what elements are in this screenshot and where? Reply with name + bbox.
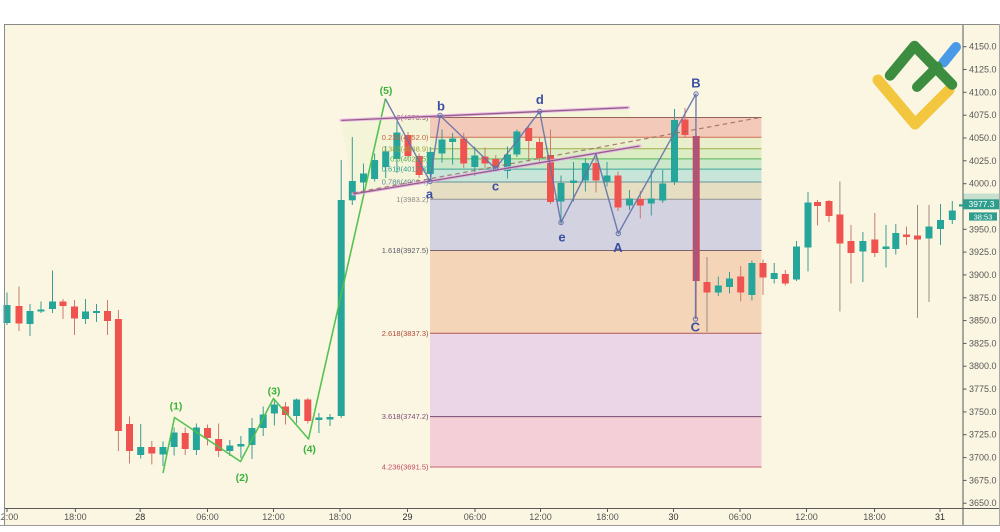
svg-text:3650.0: 3650.0: [969, 498, 997, 508]
svg-text:18:00: 18:00: [64, 512, 87, 522]
svg-text:12:00: 12:00: [262, 512, 285, 522]
svg-text:30: 30: [668, 512, 678, 522]
svg-text:3725.0: 3725.0: [969, 430, 997, 440]
svg-text:3.618(3747.2): 3.618(3747.2): [382, 412, 429, 421]
svg-text:38:53: 38:53: [974, 212, 993, 221]
svg-text:3925.0: 3925.0: [969, 247, 997, 257]
svg-text:3875.0: 3875.0: [969, 293, 997, 303]
svg-text:d: d: [536, 92, 544, 107]
svg-text:3900.0: 3900.0: [969, 270, 997, 280]
svg-text:3850.0: 3850.0: [969, 316, 997, 326]
svg-text:29: 29: [402, 512, 412, 522]
svg-text:28: 28: [135, 512, 145, 522]
svg-text:(2): (2): [236, 472, 249, 484]
svg-text:3700.0: 3700.0: [969, 453, 997, 463]
svg-text:(4): (4): [303, 444, 316, 456]
svg-text:3950.0: 3950.0: [969, 224, 997, 234]
svg-text:3750.0: 3750.0: [969, 407, 997, 417]
svg-text:4000.0: 4000.0: [969, 179, 997, 189]
svg-text:(1): (1): [170, 401, 183, 413]
svg-text:18:00: 18:00: [329, 512, 352, 522]
svg-text:0.5(4028.5): 0.5(4028.5): [390, 155, 429, 164]
svg-text:0.786(4002.4): 0.786(4002.4): [382, 178, 429, 187]
svg-text:18:00: 18:00: [863, 512, 886, 522]
svg-text:4.236(3691.5): 4.236(3691.5): [382, 463, 429, 472]
svg-text:3775.0: 3775.0: [969, 384, 997, 394]
svg-text:(5): (5): [380, 85, 393, 97]
svg-text:c: c: [492, 179, 499, 194]
svg-text:12:00: 12:00: [529, 512, 552, 522]
svg-text:12:00: 12:00: [795, 512, 818, 522]
svg-text:4075.0: 4075.0: [969, 110, 997, 120]
svg-text:2.618(3837.3): 2.618(3837.3): [382, 329, 429, 338]
svg-text:0.618(4017.8): 0.618(4017.8): [382, 165, 429, 174]
svg-text:b: b: [437, 99, 445, 114]
svg-text:06:00: 06:00: [196, 512, 219, 522]
svg-text:3800.0: 3800.0: [969, 361, 997, 371]
svg-text:C: C: [691, 320, 701, 335]
svg-text:06:00: 06:00: [729, 512, 752, 522]
svg-text:0.382(4038.9): 0.382(4038.9): [382, 144, 429, 153]
svg-text:A: A: [613, 240, 623, 255]
svg-text:1.618(3927.5): 1.618(3927.5): [382, 246, 429, 255]
svg-text:B: B: [691, 76, 700, 91]
svg-text:4150.0: 4150.0: [969, 42, 997, 52]
svg-text:3977.3: 3977.3: [969, 199, 995, 209]
svg-text:a: a: [426, 187, 434, 202]
svg-text:4025.0: 4025.0: [969, 156, 997, 166]
svg-text:e: e: [558, 230, 565, 245]
svg-text:4125.0: 4125.0: [969, 65, 997, 75]
svg-text:(3): (3): [268, 386, 281, 398]
svg-text:06:00: 06:00: [464, 512, 487, 522]
svg-text:3825.0: 3825.0: [969, 338, 997, 348]
svg-text:4100.0: 4100.0: [969, 87, 997, 97]
svg-text:18:00: 18:00: [596, 512, 619, 522]
svg-text:3675.0: 3675.0: [969, 475, 997, 485]
svg-text:1(3983.2): 1(3983.2): [396, 195, 429, 204]
svg-text:31: 31: [935, 512, 945, 522]
svg-text:4050.0: 4050.0: [969, 133, 997, 143]
svg-text:12:00: 12:00: [0, 512, 18, 522]
